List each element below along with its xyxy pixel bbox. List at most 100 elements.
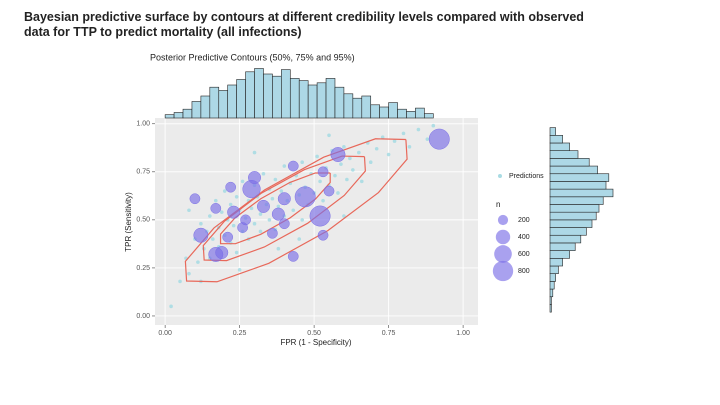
- observed-bubble: [240, 214, 251, 226]
- prediction-point: [267, 218, 272, 222]
- contour-line: [202, 155, 366, 262]
- x-histogram-bar: [370, 104, 380, 119]
- observed-bubble: [248, 171, 262, 185]
- y-histogram-bar: [549, 188, 614, 198]
- prediction-point: [237, 268, 242, 272]
- prediction-point: [407, 145, 412, 149]
- x-histogram-bar: [236, 79, 246, 119]
- y-histogram-bar: [549, 165, 598, 175]
- prediction-point: [291, 208, 296, 213]
- contour-line: [219, 172, 331, 245]
- x-tick-label: 0.50: [307, 330, 321, 337]
- prediction-point: [252, 150, 257, 155]
- x-histogram-bar: [406, 111, 416, 119]
- y-tick-label: 0.50: [136, 217, 150, 224]
- y-histogram-bar: [549, 134, 563, 144]
- y-histogram-bar: [549, 234, 582, 244]
- x-histogram-bar: [164, 114, 175, 119]
- x-histogram-bar: [289, 78, 300, 119]
- legend-size-label: 200: [518, 217, 530, 224]
- y-tick-label: 1.00: [136, 121, 150, 128]
- prediction-point: [359, 179, 364, 184]
- x-histogram-bar: [343, 93, 354, 119]
- prediction-point: [342, 214, 346, 218]
- legend-swatch: [498, 174, 502, 178]
- prediction-point: [222, 189, 227, 193]
- x-histogram-bar: [182, 108, 193, 119]
- y-histogram-bar: [549, 127, 556, 136]
- prediction-point: [342, 145, 346, 149]
- prediction-point: [380, 135, 385, 140]
- observed-bubble: [271, 207, 285, 221]
- prediction-point: [187, 271, 191, 276]
- prediction-point: [213, 198, 218, 203]
- prediction-point: [368, 160, 373, 165]
- prediction-point: [431, 123, 436, 128]
- legend-size-label: 600: [518, 251, 530, 258]
- x-histogram-bar: [254, 68, 264, 119]
- observed-bubble: [317, 229, 329, 241]
- prediction-point: [273, 177, 278, 182]
- observed-bubble: [294, 186, 316, 208]
- observed-bubble: [256, 199, 270, 213]
- y-histogram-bar: [549, 242, 576, 251]
- y-histogram-bar: [549, 273, 556, 282]
- y-tick-label: 0.00: [136, 313, 150, 320]
- prediction-point: [300, 218, 304, 222]
- observed-bubble: [330, 147, 346, 162]
- prediction-point: [270, 196, 275, 201]
- x-histogram-bar: [307, 84, 318, 119]
- prediction-point: [231, 223, 236, 228]
- y-histogram-bar: [549, 227, 587, 236]
- x-histogram-bar: [281, 69, 291, 119]
- prediction-point: [219, 210, 224, 214]
- legend-size-label: 800: [518, 268, 530, 275]
- y-histogram-bar: [549, 204, 600, 213]
- chart-layer: 0.00 0.25 0.50 0.75 1.00 0.00 0.25 0.50 0.75 1.00…: [136, 68, 614, 337]
- prediction-point: [196, 260, 200, 264]
- x-histogram-bar: [325, 78, 336, 119]
- observed-bubble: [277, 192, 291, 206]
- prediction-point: [211, 237, 215, 241]
- y-histogram-bar: [549, 158, 590, 167]
- y-histogram-bar: [549, 258, 563, 267]
- x-histogram-bar: [334, 86, 345, 119]
- prediction-point: [228, 202, 233, 207]
- prediction-point: [339, 162, 343, 166]
- observed-bubble: [225, 181, 237, 193]
- prediction-point: [315, 154, 319, 159]
- prediction-point: [297, 237, 302, 241]
- y-histogram-bar: [549, 304, 552, 313]
- prediction-point: [178, 279, 182, 284]
- legend-title: n: [496, 200, 500, 209]
- x-tick-label: 0.00: [158, 330, 172, 337]
- prediction-point: [345, 177, 349, 182]
- y-histogram-bar: [549, 181, 607, 190]
- y-histogram-bar: [549, 142, 570, 151]
- observed-bubble: [267, 227, 278, 239]
- y-histogram-bar: [549, 219, 593, 228]
- y-histogram-bar: [549, 150, 579, 159]
- observed-bubble: [210, 202, 222, 214]
- prediction-point: [258, 229, 263, 234]
- y-histogram-bar: [549, 250, 570, 259]
- prediction-point: [333, 173, 337, 178]
- prediction-point: [348, 156, 352, 161]
- observed-bubble: [287, 251, 299, 262]
- prediction-point: [169, 304, 173, 309]
- prediction-point: [336, 191, 340, 195]
- chart-title: Posterior Predictive Contours (50%, 75% …: [150, 52, 355, 62]
- y-histogram-bar: [549, 211, 597, 221]
- contour-line: [184, 138, 408, 283]
- x-histogram-bar: [415, 107, 425, 119]
- x-histogram-bar: [272, 75, 282, 119]
- legend-label: Predictions: [509, 173, 544, 180]
- x-histogram-bar: [397, 108, 407, 119]
- observed-bubble: [323, 185, 335, 197]
- y-tick-label: 0.75: [136, 169, 150, 176]
- prediction-point: [321, 198, 325, 203]
- x-axis-label: FPR (1 - Specificity): [280, 338, 351, 347]
- x-histogram-bar: [191, 101, 202, 119]
- x-histogram-bar: [316, 82, 327, 119]
- y-histogram-bar: [549, 288, 554, 298]
